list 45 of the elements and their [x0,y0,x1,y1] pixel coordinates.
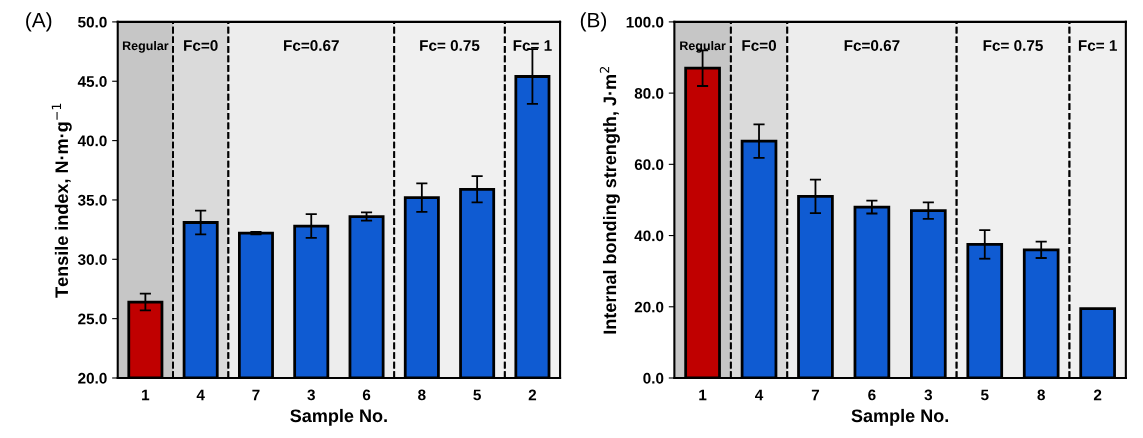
y-axis-title: Tensile index, N·m·g$^{−1}$ [51,103,72,298]
x-tick-label: 2 [528,389,537,401]
x-tick-label: 1 [699,389,707,401]
band-label: Fc=0 [742,40,777,51]
band-label: Fc= 0.75 [420,40,480,51]
y-tick-label: 20.0 [634,301,664,313]
x-tick-label: 6 [868,389,876,401]
y-axis-title: Internal bonding strength, J·m$^{2}$ [599,66,620,334]
band-label: Fc= 1 [513,40,552,51]
band-label: Fc=0 [184,40,218,51]
x-tick-label: 7 [811,389,820,401]
y-tick-label: 40.0 [634,230,664,242]
x-tick-label: 6 [362,389,371,401]
chart-title: (B) [580,12,607,32]
band-label: Fc= 1 [1078,40,1117,51]
y-tick-label: 80.0 [634,87,664,99]
x-tick-label: 7 [252,389,260,401]
x-tick-label: 8 [1037,389,1045,401]
y-tick-label: 50.0 [78,16,107,28]
x-tick-label: 3 [307,389,315,401]
y-tick-label: 20.0 [78,372,107,384]
x-tick-label: 1 [142,389,150,401]
y-tick-label: 35.0 [77,194,107,206]
x-axis-title: Sample No. [851,408,949,426]
band-label: Fc=0.67 [844,40,900,51]
x-tick-label: 8 [418,389,426,401]
y-tick-label: 30.0 [77,254,107,265]
x-tick-label: 3 [924,389,933,401]
band-label: Regular [122,40,169,53]
y-tick-label: 40.0 [77,135,107,147]
x-tick-label: 5 [473,389,481,401]
x-axis-title: Sample No. [290,408,387,426]
band-label: Fc= 0.75 [983,40,1043,51]
y-tick-label: 45.0 [77,76,107,87]
x-tick-label: 4 [196,389,205,401]
x-tick-label: 2 [1093,389,1102,401]
y-tick-label: 25.0 [78,313,107,325]
chart-title: (A) [26,12,52,32]
band-label: Regular [680,40,726,53]
y-tick-label: 100.0 [626,16,664,28]
x-tick-label: 5 [980,389,989,401]
x-tick-label: 4 [755,389,764,401]
y-tick-label: 60.0 [634,159,664,171]
y-tick-label: 0.0 [643,372,664,384]
band-label: Fc=0.67 [284,40,339,51]
